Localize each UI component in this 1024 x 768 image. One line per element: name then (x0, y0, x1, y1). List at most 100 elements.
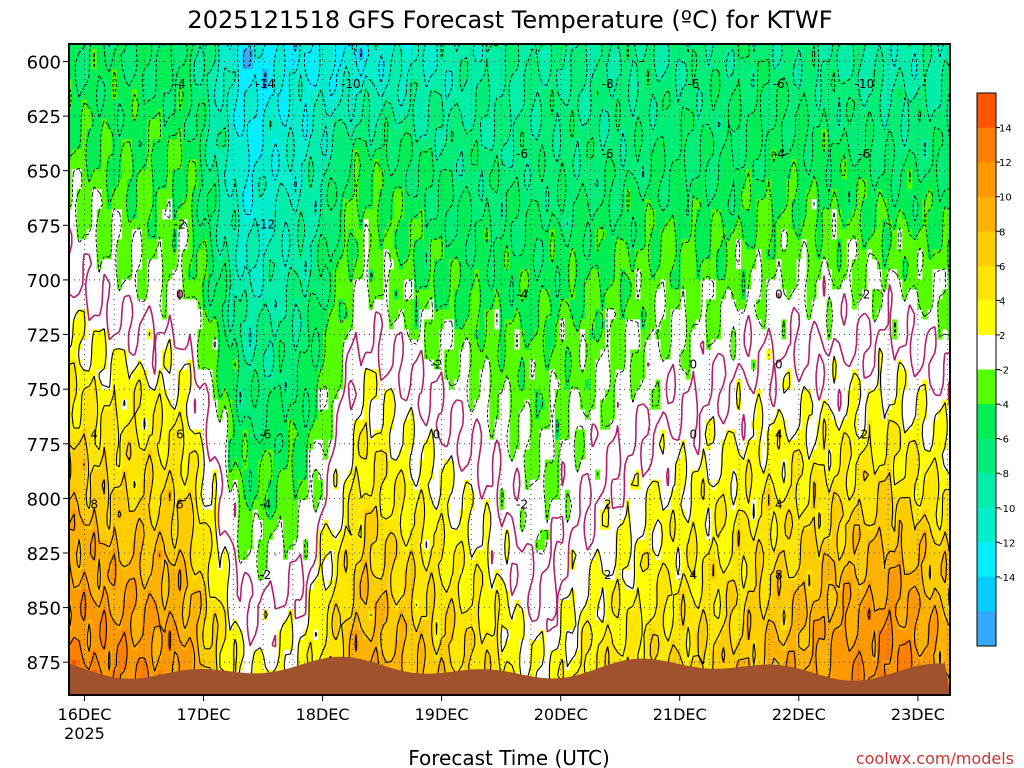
temperature-cell (162, 459, 168, 471)
temperature-cell (257, 89, 274, 100)
temperature-cell (232, 279, 254, 291)
temperature-cell (343, 509, 350, 521)
temperature-cell (907, 269, 919, 281)
temperature-cell (786, 549, 803, 561)
temperature-cell (726, 649, 752, 661)
temperature-cell (715, 419, 752, 431)
temperature-cell (101, 159, 108, 170)
temperature-cell (685, 159, 702, 170)
temperature-cell (101, 109, 118, 120)
temperature-cell (690, 79, 697, 90)
temperature-cell (559, 139, 576, 150)
temperature-cell (902, 389, 919, 401)
temperature-cell (947, 259, 950, 271)
temperature-cell (348, 309, 355, 321)
temperature-cell (293, 329, 299, 341)
temperature-cell (262, 289, 289, 301)
temperature-cell (660, 399, 737, 411)
temperature-cell (444, 229, 460, 241)
temperature-cell (534, 49, 546, 60)
temperature-cell (771, 479, 793, 491)
temperature-cell (741, 279, 747, 291)
temperature-cell (776, 519, 788, 531)
temperature-cell (504, 159, 516, 170)
temperature-cell (283, 519, 299, 531)
temperature-cell (177, 99, 183, 110)
temperature-cell (872, 69, 883, 80)
temperature-cell (121, 159, 133, 170)
temperature-cell (222, 89, 229, 100)
temperature-cell (237, 539, 254, 551)
temperature-cell (605, 289, 622, 301)
temperature-cell (152, 329, 199, 341)
temperature-cell (670, 499, 682, 511)
temperature-cell (333, 89, 345, 100)
temperature-cell (751, 529, 757, 541)
temperature-cell (625, 359, 632, 371)
temperature-cell (293, 139, 309, 150)
temperature-cell (831, 49, 838, 60)
temperature-cell (675, 59, 687, 70)
temperature-cell (902, 239, 929, 251)
temperature-cell (388, 609, 400, 621)
temperature-cell (695, 529, 707, 541)
temperature-cell (449, 499, 465, 511)
temperature-cell (121, 599, 138, 611)
temperature-cell (806, 199, 813, 210)
temperature-cell (856, 569, 868, 581)
temperature-cell (267, 559, 319, 571)
temperature-cell (308, 149, 324, 160)
temperature-cell (715, 249, 727, 261)
temperature-cell (418, 159, 435, 170)
temperature-cell (449, 379, 455, 391)
temperature-cell (831, 309, 873, 321)
temperature-cell (932, 109, 949, 120)
temperature-cell (293, 609, 309, 621)
temperature-cell (927, 249, 934, 261)
temperature-cell (826, 119, 838, 130)
temperature-cell (217, 59, 239, 70)
temperature-cell (368, 109, 380, 120)
temperature-cell (922, 249, 929, 261)
temperature-cell (539, 269, 556, 281)
temperature-cell (353, 529, 360, 541)
temperature-cell (348, 129, 355, 140)
temperature-cell (197, 109, 209, 120)
temperature-cell (811, 619, 828, 631)
temperature-cell (192, 59, 204, 70)
temperature-cell (81, 579, 88, 591)
temperature-cell (836, 109, 843, 120)
temperature-cell (620, 599, 637, 611)
temperature-cell (157, 509, 173, 521)
temperature-cell (831, 179, 858, 190)
temperature-cell (595, 209, 611, 221)
temperature-cell (358, 239, 365, 251)
temperature-cell (831, 44, 843, 50)
temperature-cell (162, 99, 178, 110)
temperature-cell (489, 539, 506, 551)
temperature-cell (741, 99, 757, 110)
temperature-cell (897, 359, 903, 371)
temperature-cell (569, 49, 586, 60)
temperature-cell (232, 299, 249, 311)
temperature-cell (308, 489, 314, 501)
temperature-cell (569, 549, 576, 561)
temperature-cell (655, 99, 662, 110)
temperature-cell (348, 489, 360, 501)
temperature-cell (403, 639, 420, 651)
temperature-cell (137, 69, 143, 80)
temperature-cell (217, 69, 224, 80)
temperature-cell (257, 509, 269, 521)
temperature-cell (670, 179, 687, 190)
temperature-cell (690, 44, 707, 50)
temperature-cell (872, 89, 883, 100)
temperature-cell (796, 489, 813, 501)
temperature-cell (856, 479, 878, 491)
temperature-cell (761, 539, 773, 551)
temperature-cell (96, 429, 103, 441)
temperature-cell (831, 489, 838, 501)
temperature-cell (695, 539, 712, 551)
temperature-cell (101, 429, 118, 441)
temperature-cell (786, 469, 793, 481)
temperature-cell (564, 379, 571, 391)
